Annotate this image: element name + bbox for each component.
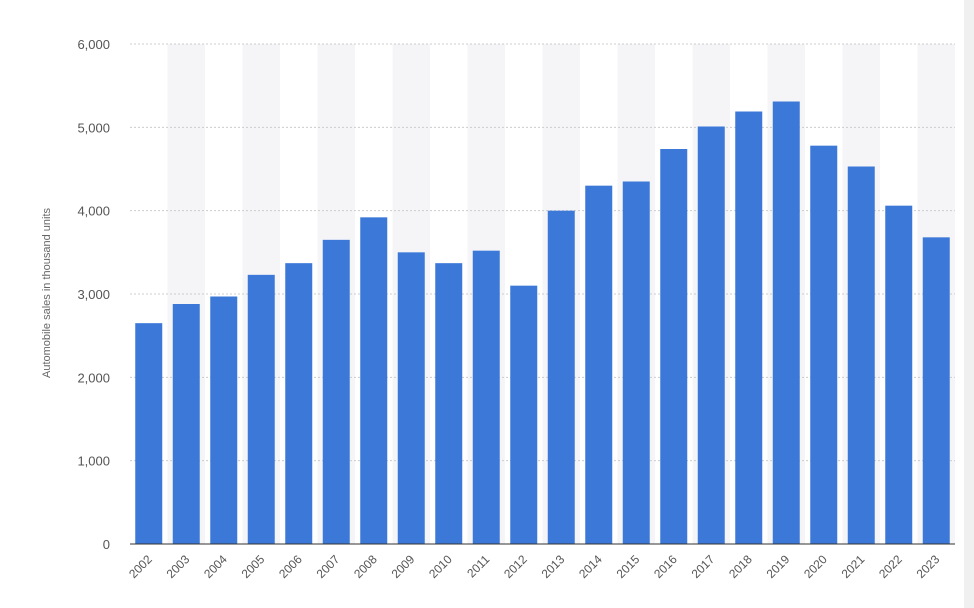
x-tick-label: 2011 bbox=[464, 552, 492, 580]
x-tick-label: 2007 bbox=[314, 552, 343, 581]
bar-2023[interactable] bbox=[922, 237, 950, 545]
x-tick-label: 2010 bbox=[426, 552, 455, 581]
bar-2014[interactable] bbox=[585, 185, 613, 544]
bar-2020[interactable] bbox=[810, 145, 838, 544]
x-tick-label: 2018 bbox=[726, 552, 755, 581]
x-tick-label: 2020 bbox=[801, 552, 830, 581]
x-tick-label: 2019 bbox=[764, 552, 793, 581]
x-tick-label: 2002 bbox=[126, 552, 155, 581]
bar-2016[interactable] bbox=[660, 149, 688, 544]
bar-2015[interactable] bbox=[622, 181, 650, 545]
bar-2011[interactable] bbox=[472, 250, 500, 544]
y-tick-label: 2,000 bbox=[77, 370, 110, 385]
y-tick-label: 5,000 bbox=[77, 120, 110, 135]
y-tick-label: 1,000 bbox=[77, 454, 110, 469]
bar-2017[interactable] bbox=[697, 126, 725, 545]
x-tick-label: 2012 bbox=[501, 552, 530, 581]
x-tick-label: 2004 bbox=[201, 552, 230, 581]
x-tick-label: 2009 bbox=[389, 552, 418, 581]
bar-2021[interactable] bbox=[847, 166, 875, 545]
y-tick-labels: 0 1,000 2,000 3,000 4,000 5,000 6,000 bbox=[77, 37, 110, 552]
bar-2008[interactable] bbox=[360, 217, 388, 545]
bar-2009[interactable] bbox=[397, 252, 425, 545]
bar-2003[interactable] bbox=[172, 304, 200, 544]
bar-2007[interactable] bbox=[322, 239, 350, 545]
bar-2004[interactable] bbox=[210, 296, 238, 545]
y-tick-label: 4,000 bbox=[77, 204, 110, 219]
x-tick-label: 2015 bbox=[614, 552, 643, 581]
scrollbar-track[interactable] bbox=[964, 0, 974, 608]
bar-2013[interactable] bbox=[547, 210, 575, 544]
bar-2002[interactable] bbox=[135, 323, 163, 544]
x-tick-label: 2006 bbox=[276, 552, 305, 581]
x-tick-label: 2017 bbox=[689, 552, 718, 581]
bar-2022[interactable] bbox=[885, 205, 913, 544]
bar-2018[interactable] bbox=[735, 111, 763, 545]
x-tick-label: 2008 bbox=[351, 552, 380, 581]
x-tick-label: 2021 bbox=[839, 552, 868, 581]
y-tick-label: 0 bbox=[103, 537, 110, 552]
bar-2005[interactable] bbox=[247, 274, 275, 544]
bar-2006[interactable] bbox=[285, 263, 313, 544]
x-tick-label: 2013 bbox=[539, 552, 568, 581]
x-tick-label: 2023 bbox=[914, 552, 943, 581]
bar-2019[interactable] bbox=[772, 101, 800, 545]
bar-2012[interactable] bbox=[510, 285, 538, 544]
x-tick-label: 2003 bbox=[164, 552, 193, 581]
y-axis-title: Automobile sales in thousand units bbox=[41, 208, 53, 378]
x-tick-label: 2005 bbox=[239, 552, 268, 581]
y-tick-label: 6,000 bbox=[77, 37, 110, 52]
x-tick-label: 2022 bbox=[876, 552, 905, 581]
x-tick-label: 2014 bbox=[576, 552, 605, 581]
bars bbox=[135, 101, 950, 545]
x-tick-label: 2016 bbox=[651, 552, 680, 581]
x-tick-labels: 2002 2003 2004 2005 2006 2007 2008 2009 2010 2011… bbox=[126, 552, 943, 581]
bar-2010[interactable] bbox=[435, 263, 463, 544]
y-tick-label: 3,000 bbox=[77, 287, 110, 302]
